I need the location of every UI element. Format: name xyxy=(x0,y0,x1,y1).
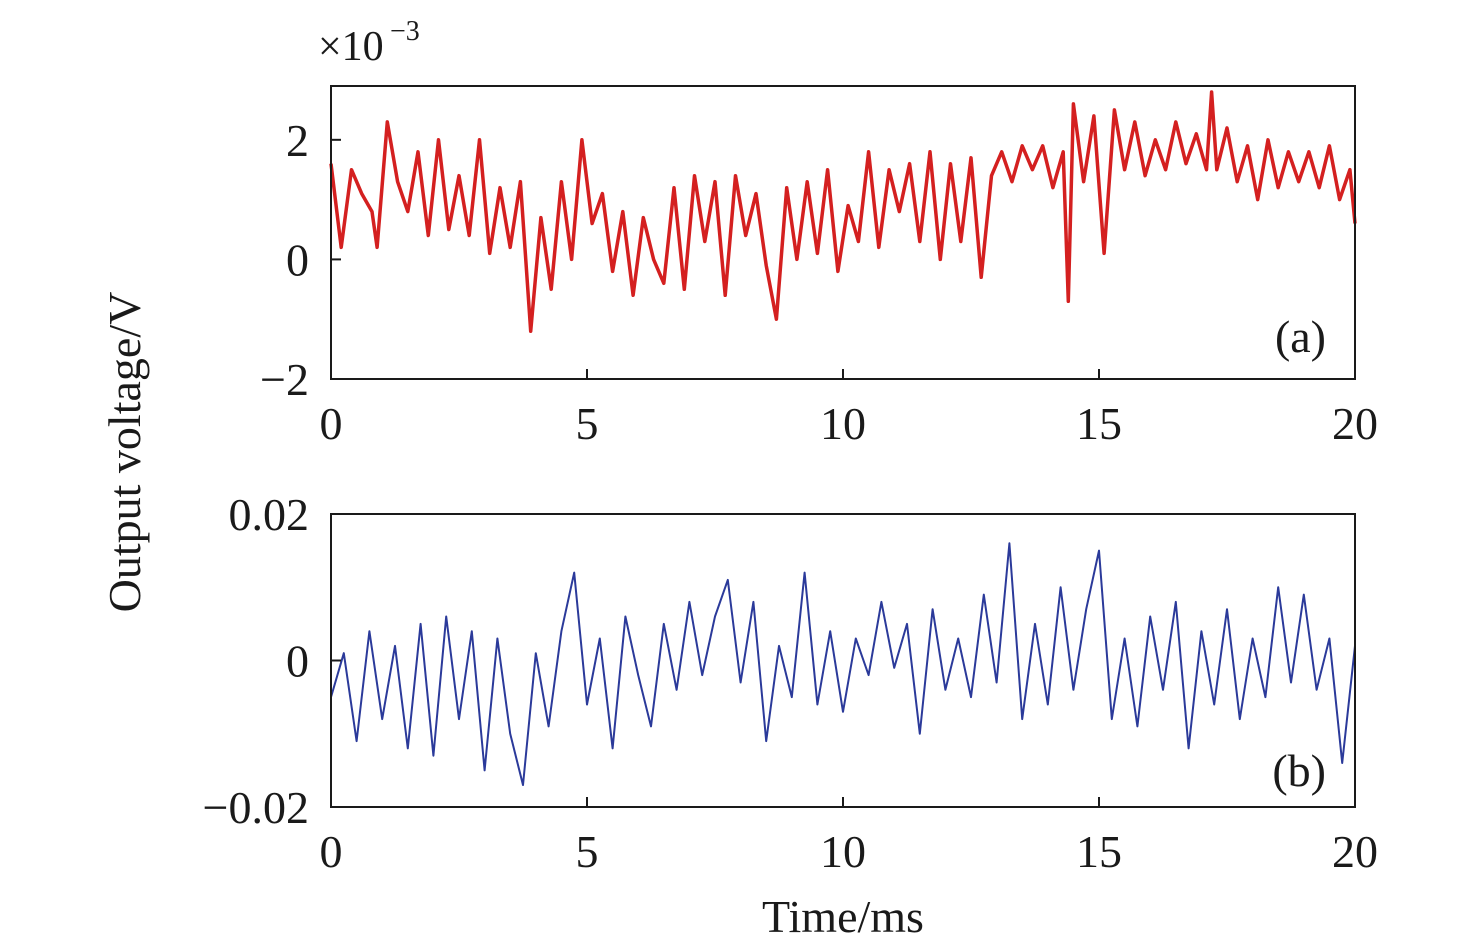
multiplier-exponent: −3 xyxy=(390,16,420,47)
x-axis-title: Time/ms xyxy=(762,891,924,942)
x-tick-label-b: 20 xyxy=(1332,826,1378,877)
plot-area-a: 0 5 10 15 20−202 xyxy=(260,85,1378,449)
panel-label-b: (b) xyxy=(1272,745,1326,796)
y-tick-label-a: 0 xyxy=(286,234,309,285)
y-tick-label-b: 0.02 xyxy=(229,489,310,540)
y-tick-label-b: 0 xyxy=(286,636,309,687)
y-axis-multiplier: ×10 −3 xyxy=(318,16,420,70)
x-tick-label-b: 5 xyxy=(576,826,599,877)
x-tick-label-a: 0 xyxy=(320,398,343,449)
series-line-a-0 xyxy=(329,90,1357,333)
multiplier-base: ×10 xyxy=(318,24,384,70)
panel-a: ×10 −3 0 5 10 15 20−202 (a) xyxy=(260,16,1378,449)
series-line-b-0 xyxy=(330,542,1356,786)
panel-label-a: (a) xyxy=(1275,311,1326,362)
y-axis-title: Output voltage/V xyxy=(99,292,150,613)
y-tick-label-a: −2 xyxy=(260,354,309,405)
x-tick-label-b: 15 xyxy=(1076,826,1122,877)
y-tick-label-b: −0.02 xyxy=(203,782,309,833)
y-tick-label-a: 2 xyxy=(286,115,309,166)
x-tick-label-b: 10 xyxy=(820,826,866,877)
x-tick-label-a: 10 xyxy=(820,398,866,449)
x-tick-label-a: 20 xyxy=(1332,398,1378,449)
x-tick-label-a: 5 xyxy=(576,398,599,449)
x-tick-label-a: 15 xyxy=(1076,398,1122,449)
x-tick-label-b: 0 xyxy=(320,826,343,877)
